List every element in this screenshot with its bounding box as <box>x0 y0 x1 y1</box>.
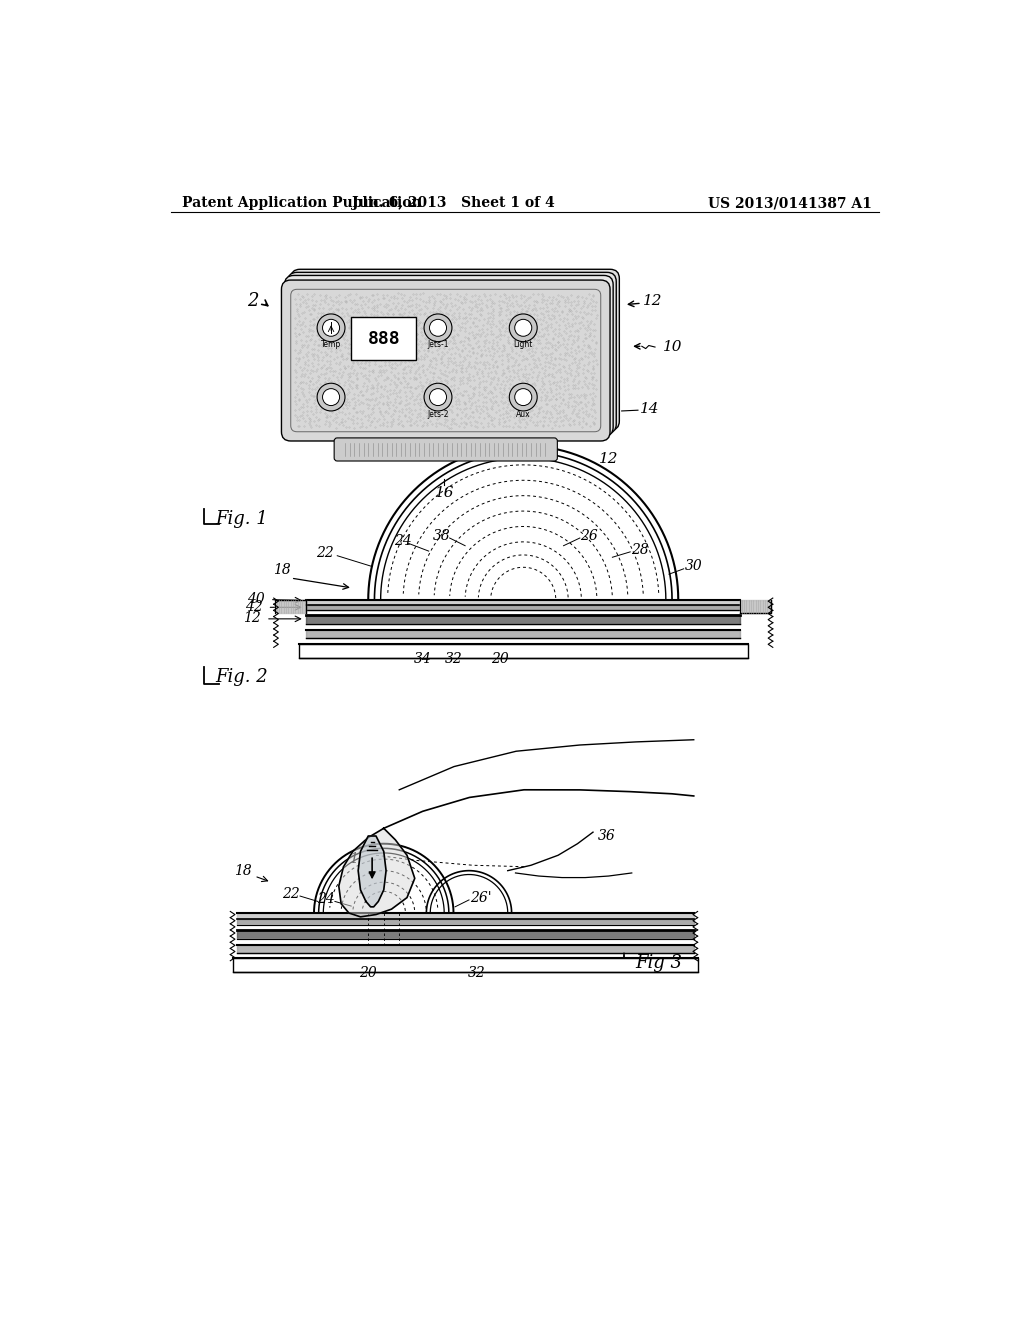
Text: Fig 3: Fig 3 <box>636 954 683 972</box>
Polygon shape <box>339 829 415 917</box>
Text: 16: 16 <box>434 486 454 500</box>
Text: 24: 24 <box>316 892 335 906</box>
Text: 2: 2 <box>247 292 258 310</box>
Text: 24: 24 <box>394 535 412 548</box>
Circle shape <box>509 314 538 342</box>
Text: 26': 26' <box>470 891 492 904</box>
FancyBboxPatch shape <box>299 644 748 659</box>
Text: Jets-2: Jets-2 <box>427 409 449 418</box>
Text: Fig. 2: Fig. 2 <box>215 668 267 685</box>
Bar <box>232 958 697 972</box>
Circle shape <box>317 314 345 342</box>
Circle shape <box>429 388 446 405</box>
Text: 36: 36 <box>598 829 615 843</box>
FancyBboxPatch shape <box>288 272 616 433</box>
Text: 30: 30 <box>685 560 702 573</box>
Text: 20: 20 <box>492 652 509 665</box>
Text: 38: 38 <box>433 529 451 543</box>
Text: Aux: Aux <box>516 409 530 418</box>
Text: 12: 12 <box>243 611 261 626</box>
Text: 18: 18 <box>272 564 291 577</box>
Text: Temp: Temp <box>321 341 341 350</box>
Text: 40: 40 <box>247 591 265 606</box>
Text: 42: 42 <box>245 599 262 614</box>
Circle shape <box>424 383 452 411</box>
Text: 32: 32 <box>468 966 485 979</box>
FancyBboxPatch shape <box>334 438 557 461</box>
Text: 20: 20 <box>359 966 377 979</box>
FancyBboxPatch shape <box>291 269 620 430</box>
FancyBboxPatch shape <box>285 276 613 437</box>
Circle shape <box>323 388 340 405</box>
Text: 12: 12 <box>599 451 618 466</box>
Text: Light: Light <box>514 341 532 350</box>
Circle shape <box>429 319 446 337</box>
Text: 18: 18 <box>233 863 252 878</box>
Text: 32: 32 <box>444 652 463 665</box>
Text: US 2013/0141387 A1: US 2013/0141387 A1 <box>709 197 872 210</box>
Text: 22: 22 <box>315 546 334 561</box>
Text: 1: 1 <box>349 853 358 866</box>
Text: 14: 14 <box>640 401 659 416</box>
Text: Jun. 6, 2013   Sheet 1 of 4: Jun. 6, 2013 Sheet 1 of 4 <box>352 197 555 210</box>
Text: Fig. 1: Fig. 1 <box>215 510 267 528</box>
Text: Jets-1: Jets-1 <box>427 341 449 350</box>
FancyBboxPatch shape <box>351 317 417 360</box>
Text: 10: 10 <box>663 341 682 354</box>
Text: 34: 34 <box>414 652 431 665</box>
Circle shape <box>317 383 345 411</box>
Circle shape <box>515 388 531 405</box>
Circle shape <box>509 383 538 411</box>
Text: 888: 888 <box>368 330 400 347</box>
Circle shape <box>424 314 452 342</box>
Circle shape <box>323 319 340 337</box>
Text: 12: 12 <box>643 294 663 308</box>
Circle shape <box>515 319 531 337</box>
Text: 28: 28 <box>631 543 648 557</box>
Text: 22: 22 <box>282 887 300 900</box>
Text: 26: 26 <box>581 529 598 543</box>
Text: Patent Application Publication: Patent Application Publication <box>182 197 422 210</box>
FancyBboxPatch shape <box>282 280 610 441</box>
Polygon shape <box>358 836 386 907</box>
